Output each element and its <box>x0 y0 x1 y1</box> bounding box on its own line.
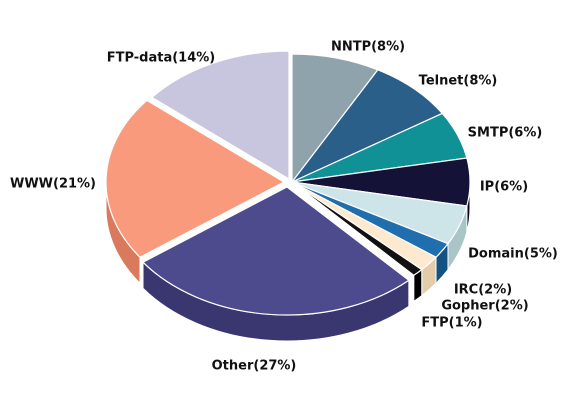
label-ftp: FTP(1%) <box>421 316 482 331</box>
label-domain: Domain(5%) <box>468 247 558 262</box>
label-ip: IP(6%) <box>480 180 528 195</box>
label-other: Other(27%) <box>212 359 297 374</box>
pie-labels: NNTP(8%) Telnet(8%) SMTP(6%) IP(6%) Domain(5… <box>10 40 558 374</box>
slice-ftp-data <box>150 50 290 181</box>
label-ftp-data: FTP-data(14%) <box>107 51 216 66</box>
slice-other <box>141 186 410 316</box>
label-gopher: Gopher(2%) <box>441 299 528 314</box>
label-telnet: Telnet(8%) <box>419 74 498 89</box>
slice-ftp <box>291 181 423 277</box>
label-irc: IRC(2%) <box>454 283 512 298</box>
slice-www <box>105 99 286 258</box>
slice-telnet <box>291 69 444 183</box>
slice-nntp <box>291 53 379 184</box>
pie-tops <box>105 50 471 316</box>
label-www: WWW(21%) <box>10 177 96 192</box>
label-nntp: NNTP(8%) <box>331 40 405 55</box>
label-smtp: SMTP(6%) <box>468 126 543 141</box>
